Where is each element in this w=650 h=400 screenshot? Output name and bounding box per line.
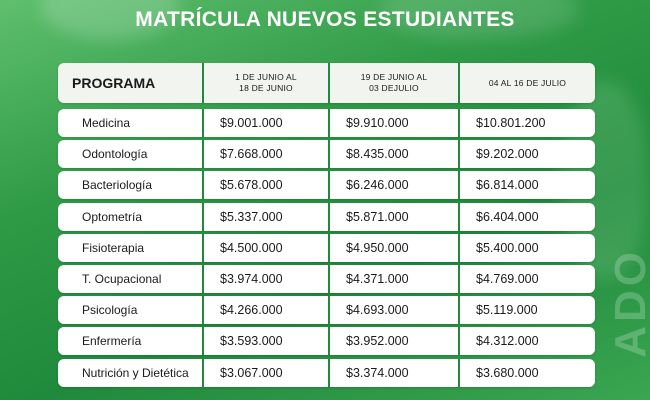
page-title: MATRÍCULA NUEVOS ESTUDIANTES	[135, 8, 515, 31]
header-period-1: 1 DE JUNIO AL 18 DE JUNIO	[204, 63, 330, 103]
table-row: Nutrición y Dietética $3.067.000 $3.374.00…	[58, 358, 595, 387]
program-cell: Psicología	[58, 296, 204, 325]
price-period-1-cell: $9.001.000	[204, 109, 330, 137]
price-period-3-cell: $5.119.000	[476, 303, 538, 318]
price-period-1-cell: $5.337.000	[204, 202, 330, 231]
price-period-1-cell: $7.668.000	[204, 140, 330, 169]
header-programa: PROGRAMA	[58, 63, 204, 103]
table-row: Fisioterapia $4.500.000 $4.950.000 $5.400.0…	[58, 233, 595, 262]
program-cell: Odontología	[58, 140, 204, 169]
price-period-2-cell: $3.374.000	[330, 358, 460, 387]
price-period-3-cell: $9.202.000	[476, 147, 539, 162]
price-period-3-cell: $4.769.000	[476, 272, 539, 286]
table-header: PROGRAMA 1 DE JUNIO AL 18 DE JUNIO 19 DE…	[58, 63, 595, 103]
price-period-2-cell: $9.910.000	[330, 109, 460, 137]
price-period-3-cell: $4.312.000	[476, 334, 539, 349]
price-period-1-cell: $3.593.000	[204, 327, 330, 356]
header-period-2-line-1: 19 DE JUNIO AL	[360, 72, 428, 82]
price-period-2-cell: $3.952.000	[330, 327, 460, 356]
price-period-3-cell: $6.404.000	[476, 209, 539, 224]
price-period-1-cell: $3.067.000	[204, 358, 330, 387]
table-row: Odontología $7.668.000 $8.435.000 $9.202.00…	[58, 140, 595, 169]
header-period-3: 04 AL 16 DE JULIO	[460, 63, 595, 103]
table-row: Medicina $9.001.000 $9.910.000 $10.801.200	[58, 109, 595, 137]
price-period-2-cell: $8.435.000	[330, 140, 460, 169]
header-period-3-line-1: 04 AL 16 DE JULIO	[488, 77, 567, 88]
program-cell: Optometría	[58, 202, 204, 231]
table-row: T. Ocupacional $3.974.000 $4.371.000 $4.769…	[58, 265, 595, 293]
price-period-2-cell: $4.371.000	[330, 265, 460, 293]
side-watermark-text: ADO	[606, 248, 650, 358]
price-period-1-cell: $4.266.000	[204, 296, 330, 325]
table-row: Bacteriología $5.678.000 $6.246.000 $6.814.…	[58, 171, 595, 200]
header-period-2: 19 DE JUNIO AL 03 DEJULIO	[330, 63, 460, 103]
price-period-3-cell: $5.400.000	[476, 240, 539, 255]
program-cell: Nutrición y Dietética	[58, 358, 204, 387]
header-period-1-line-1: 1 DE JUNIO AL	[235, 72, 297, 82]
price-period-2-cell: $6.246.000	[330, 171, 460, 200]
table-row: Psicología $4.266.000 $4.693.000 $5.119.000	[58, 296, 595, 325]
program-cell: T. Ocupacional	[58, 265, 204, 293]
program-cell: Fisioterapia	[58, 233, 204, 262]
price-period-2-cell: $5.871.000	[330, 202, 460, 231]
table-row: Enfermería $3.593.000 $3.952.000 $4.312.000	[58, 327, 595, 356]
price-period-3-cell: $3.680.000	[476, 365, 539, 380]
price-period-2-cell: $4.693.000	[330, 296, 460, 325]
price-period-1-cell: $5.678.000	[204, 171, 330, 200]
header-period-2-line-2: 03 DEJULIO	[369, 83, 419, 93]
price-period-1-cell: $4.500.000	[204, 233, 330, 262]
price-period-1-cell: $3.974.000	[204, 265, 330, 293]
program-cell: Bacteriología	[58, 171, 204, 200]
table-row: Optometría $5.337.000 $5.871.000 $6.404.000	[58, 202, 595, 231]
program-cell: Medicina	[58, 109, 204, 137]
price-period-3-cell: $10.801.200	[476, 116, 546, 130]
price-period-2-cell: $4.950.000	[330, 233, 460, 262]
header-period-1-line-2: 18 DE JUNIO	[239, 83, 293, 93]
program-cell: Enfermería	[58, 327, 204, 356]
price-period-3-cell: $6.814.000	[476, 178, 539, 193]
